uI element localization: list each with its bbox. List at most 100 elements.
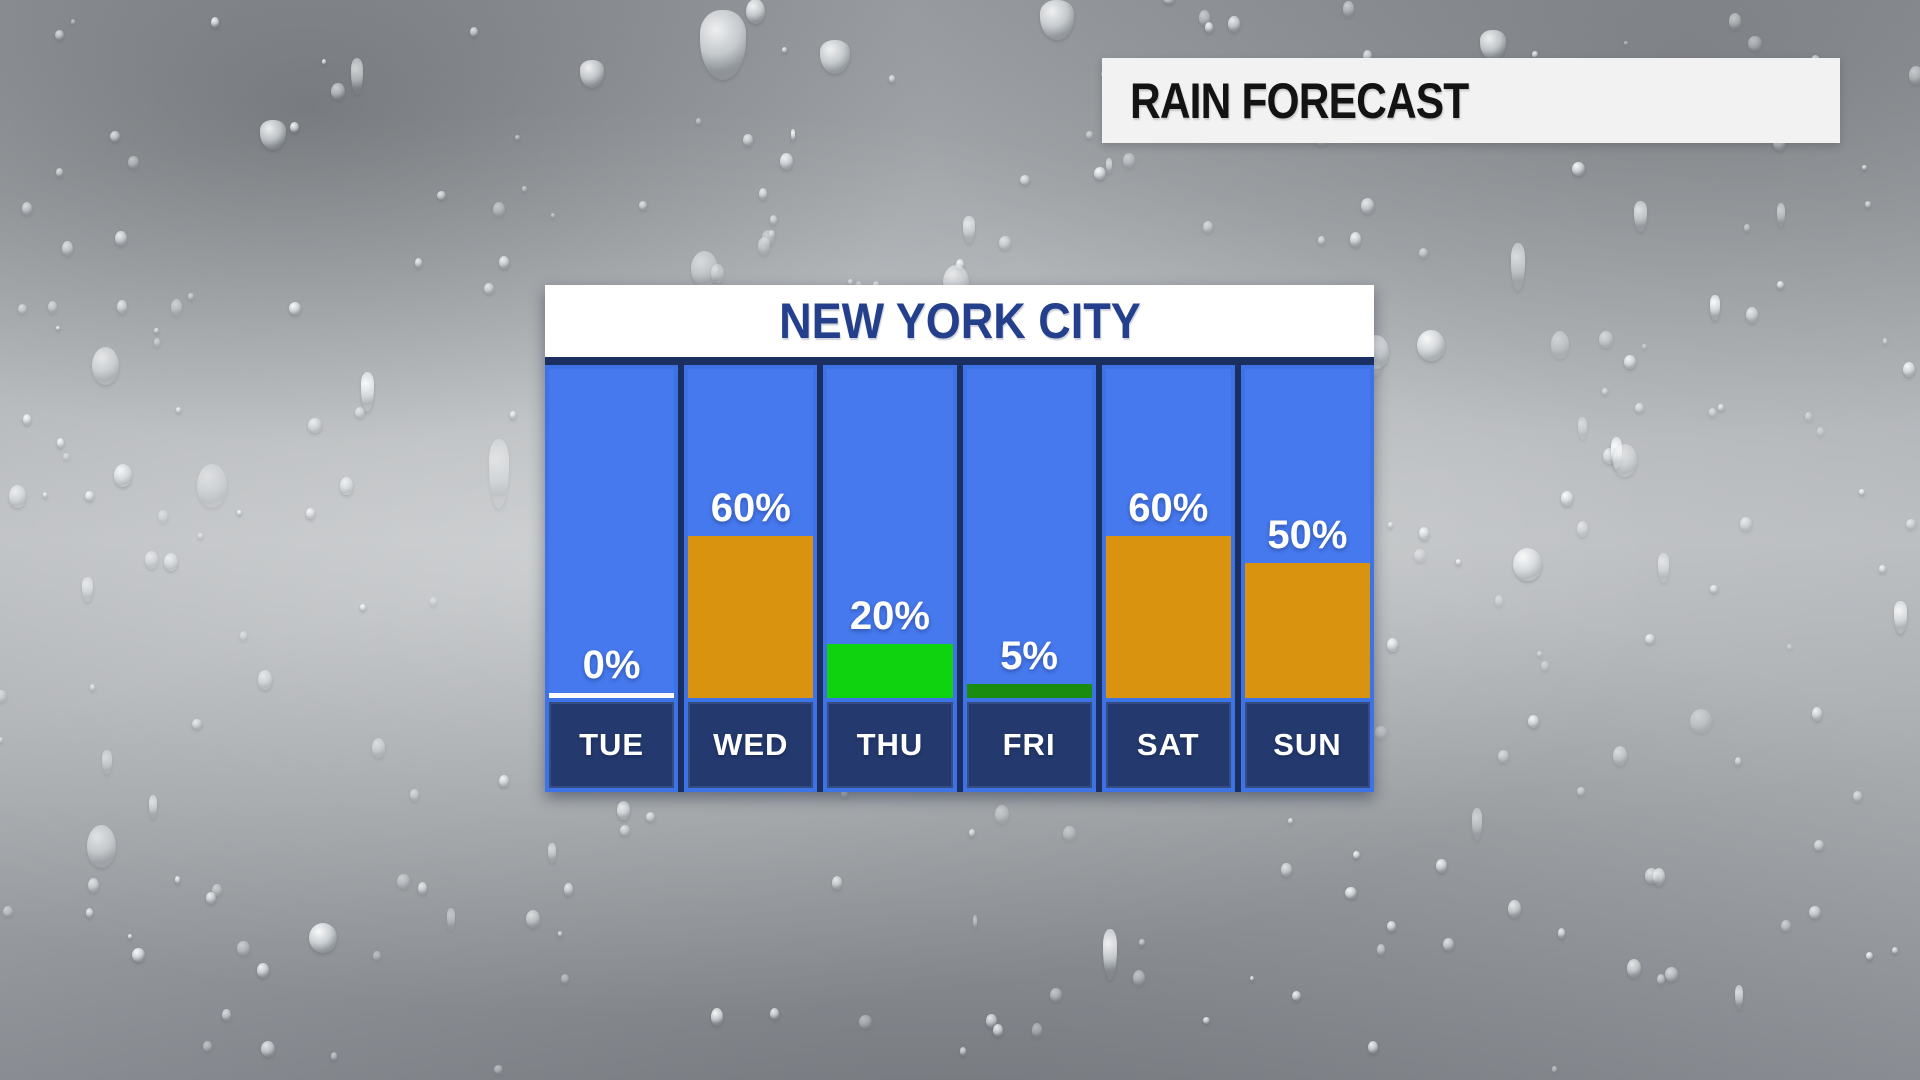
raindrop: [306, 508, 315, 520]
raindrop: [90, 684, 96, 692]
forecast-column-sat: 60% SAT: [1101, 365, 1235, 792]
day-label: WED: [713, 727, 789, 762]
raindrop: [995, 805, 1009, 824]
rain-percentage-label: 20%: [849, 594, 930, 638]
raindrop: [88, 878, 99, 894]
banner-title: RAIN FORECAST: [1130, 72, 1469, 129]
raindrop: [1710, 585, 1718, 594]
raindrop: [351, 58, 364, 95]
raindrop: [397, 874, 411, 889]
raindrop: [145, 551, 159, 569]
raindrop: [999, 236, 1011, 251]
day-label: THU: [856, 727, 924, 762]
raindrop: [484, 283, 494, 294]
rain-percentage-label: 60%: [710, 486, 791, 530]
raindrop: [82, 577, 93, 602]
raindrop: [1817, 427, 1825, 436]
rain-bar: [1244, 563, 1371, 698]
raindrop: [769, 230, 776, 238]
raindrop: [211, 17, 219, 28]
day-label: FRI: [1002, 727, 1056, 762]
raindrop: [1710, 295, 1720, 321]
raindrop: [1781, 920, 1792, 932]
raindrop: [1690, 709, 1713, 733]
raindrop: [212, 884, 223, 896]
raindrop: [1602, 388, 1608, 395]
raindrop: [92, 347, 119, 386]
raindrop: [1561, 491, 1573, 506]
raindrop: [548, 843, 556, 863]
raindrop: [711, 1008, 724, 1027]
raindrop: [1599, 331, 1613, 349]
raindrop: [1123, 153, 1135, 169]
raindrop: [117, 300, 127, 314]
raindrop: [1903, 362, 1915, 378]
raindrop: [494, 1065, 503, 1074]
rain-percentage-label: 60%: [1128, 486, 1209, 530]
raindrop: [1368, 1041, 1379, 1054]
raindrop: [1658, 553, 1670, 583]
raindrop: [782, 47, 788, 53]
raindrop: [114, 464, 133, 487]
raindrop: [1203, 1017, 1210, 1024]
raindrop: [1558, 928, 1566, 939]
raindrop: [1537, 651, 1543, 657]
rain-percentage-label: 50%: [1267, 513, 1348, 557]
raindrop: [841, 789, 849, 799]
raindrop: [873, 281, 880, 289]
raindrop: [1508, 900, 1521, 919]
raindrop: [832, 876, 843, 891]
raindrop: [309, 923, 338, 953]
raindrop: [522, 186, 527, 193]
raindrop: [175, 876, 181, 884]
raindrop: [1777, 281, 1785, 289]
raindrop: [1541, 661, 1549, 672]
raindrop: [1353, 851, 1361, 860]
raindrop: [1645, 634, 1655, 645]
raindrop: [758, 237, 771, 255]
raindrop: [1103, 929, 1117, 981]
raindrop: [290, 122, 300, 133]
raindrop: [1729, 13, 1741, 30]
raindrop: [203, 1041, 212, 1053]
raindrop: [418, 882, 428, 896]
raindrop: [711, 264, 725, 283]
rain-percentage-label: 0%: [582, 643, 641, 687]
raindrop: [848, 279, 853, 286]
raindrop: [1809, 906, 1821, 919]
raindrop: [372, 738, 386, 758]
raindrop: [331, 1052, 338, 1062]
rain-bar: [688, 536, 814, 698]
raindrop: [48, 301, 57, 314]
raindrop: [515, 135, 521, 141]
raindrop: [1343, 1, 1354, 17]
raindrop: [1577, 521, 1588, 537]
raindrop: [1345, 887, 1357, 899]
raindrop: [564, 883, 573, 896]
raindrop: [340, 477, 353, 496]
raindrop: [115, 231, 127, 246]
raindrop: [1106, 158, 1113, 174]
raindrop: [63, 453, 71, 461]
raindrop: [770, 215, 778, 225]
raindrop: [361, 372, 375, 412]
raindrop: [23, 414, 32, 426]
raindrop: [1906, 519, 1916, 530]
column-sky: 20%: [827, 369, 953, 698]
raindrop: [447, 908, 456, 931]
raindrop: [780, 153, 793, 170]
raindrop: [1665, 967, 1678, 982]
raindrop: [261, 1041, 275, 1058]
raindrop: [956, 259, 964, 270]
raindrop: [55, 30, 64, 41]
raindrop: [558, 931, 563, 937]
raindrop: [1032, 1023, 1043, 1039]
raindrop: [1709, 408, 1717, 418]
raindrop: [1456, 559, 1461, 565]
day-band: WED: [688, 698, 814, 788]
raindrop: [1853, 791, 1862, 803]
rain-forecast-banner: RAIN FORECAST: [1102, 58, 1840, 143]
raindrop: [1532, 51, 1539, 58]
raindrop: [1094, 167, 1106, 180]
raindrop: [1288, 818, 1294, 825]
